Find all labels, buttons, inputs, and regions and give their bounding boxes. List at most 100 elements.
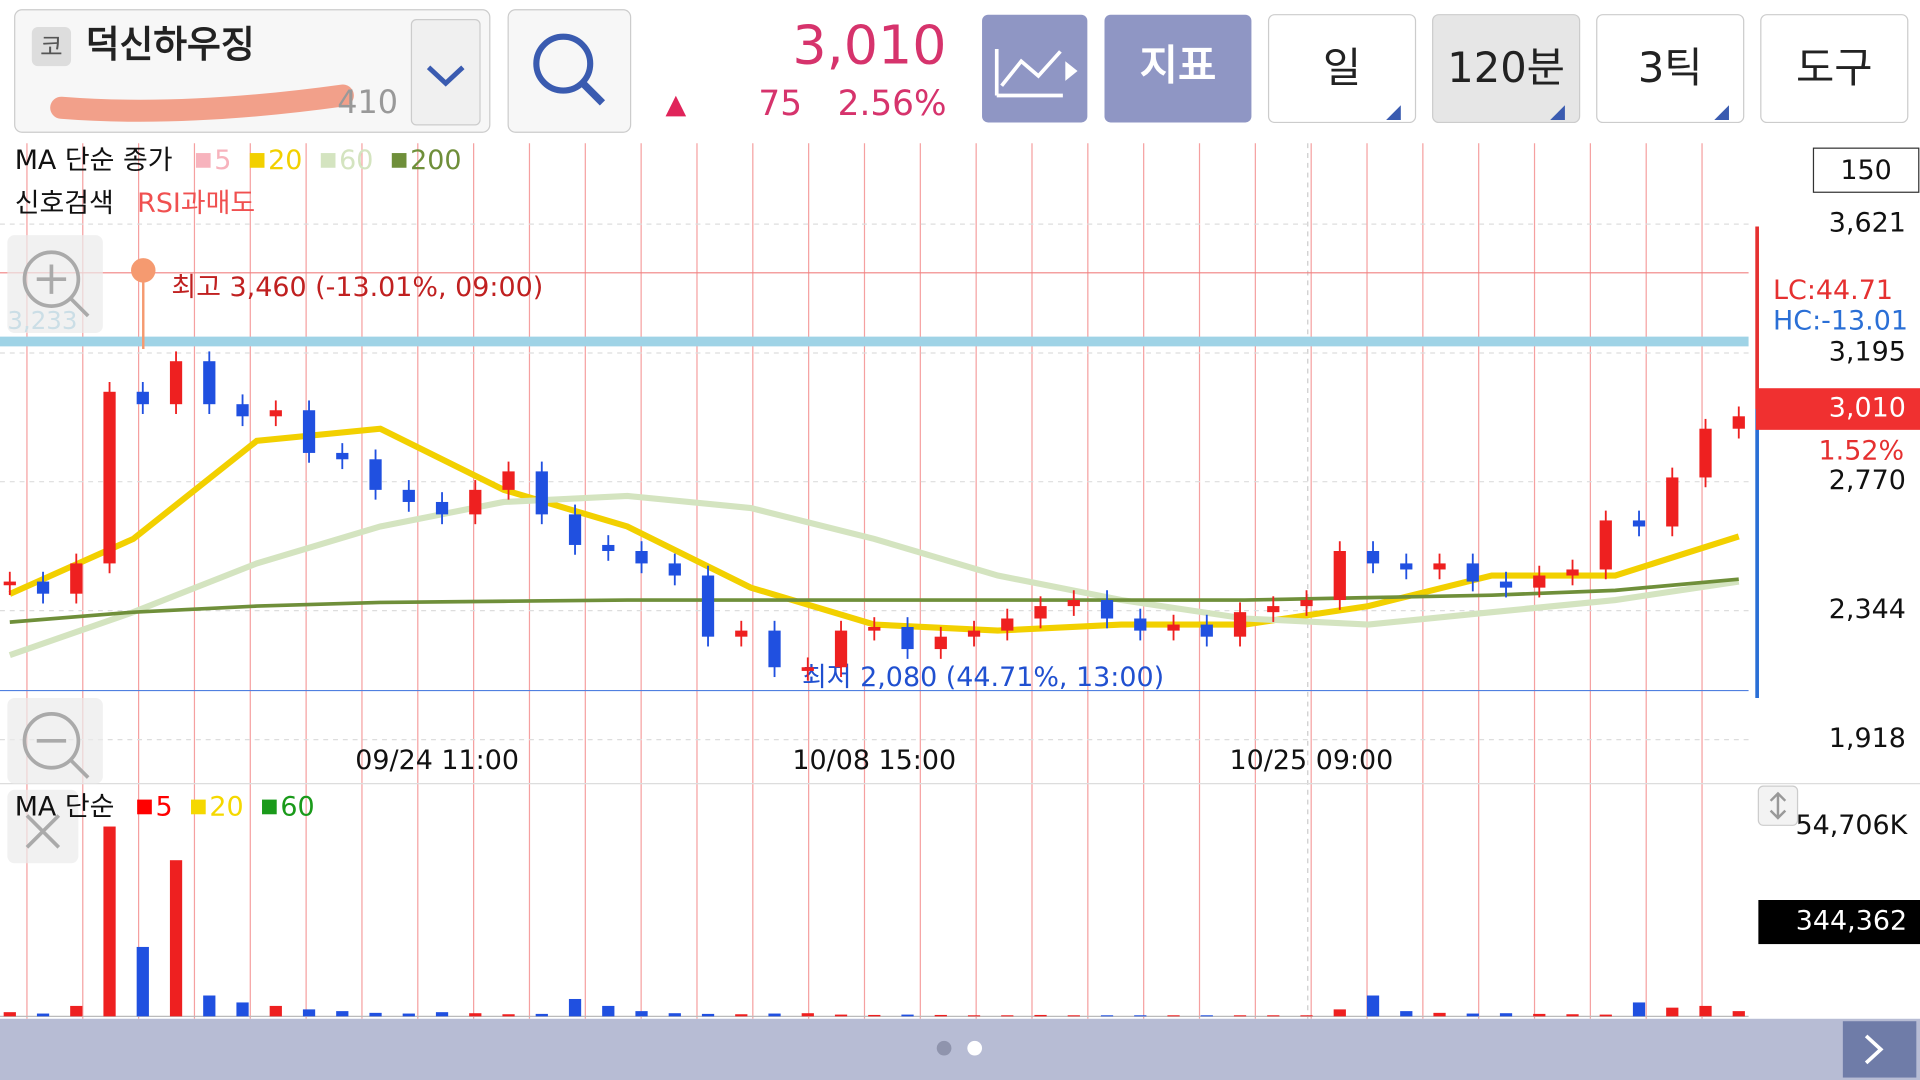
candle bbox=[1067, 600, 1080, 607]
legend-swatch bbox=[191, 799, 206, 815]
volume-bar bbox=[1167, 1015, 1180, 1017]
legend-label: 60 bbox=[280, 792, 314, 823]
legend-swatch bbox=[137, 799, 152, 815]
volume-bar bbox=[1599, 1014, 1612, 1017]
price: 3,010 bbox=[792, 14, 946, 77]
candle bbox=[1167, 624, 1180, 631]
candle bbox=[302, 410, 316, 453]
candle bbox=[801, 667, 814, 671]
candle bbox=[602, 544, 615, 552]
ma-line bbox=[8, 492, 1740, 659]
search-button[interactable] bbox=[507, 9, 632, 133]
y-tick-label: 1,918 bbox=[1829, 723, 1906, 754]
legend-swatch bbox=[320, 153, 336, 168]
legend-label: 20 bbox=[209, 792, 243, 823]
legend-swatch bbox=[391, 153, 407, 168]
volume-bar bbox=[967, 1015, 981, 1017]
candle bbox=[435, 501, 449, 515]
candle bbox=[136, 391, 149, 405]
zoom-in[interactable] bbox=[7, 235, 103, 334]
legend-label: 5 bbox=[156, 792, 173, 823]
candle bbox=[1433, 563, 1446, 570]
candle bbox=[1034, 606, 1047, 619]
dropdown[interactable] bbox=[410, 18, 481, 126]
legend-label: 5 bbox=[214, 145, 231, 176]
candle bbox=[834, 630, 848, 668]
candle bbox=[1699, 428, 1712, 478]
volume-bar bbox=[602, 1005, 615, 1017]
volume-bar bbox=[203, 995, 216, 1017]
toolbar-button[interactable] bbox=[1104, 14, 1252, 123]
volume-bar bbox=[801, 1013, 814, 1017]
toolbar-button[interactable] bbox=[1267, 14, 1417, 124]
candle bbox=[1333, 551, 1346, 601]
zoom-icon bbox=[36, 738, 90, 779]
legend-title: MA 단순 종가 bbox=[15, 145, 173, 176]
x-tick-label: 10/25 09:00 bbox=[1230, 745, 1394, 776]
volume-bar bbox=[701, 1013, 715, 1017]
volume-bar bbox=[1632, 1002, 1646, 1017]
search-icon bbox=[533, 33, 594, 94]
dropdown-corner bbox=[1386, 105, 1401, 120]
signal-name: RSI과매도 bbox=[137, 188, 255, 219]
badge bbox=[31, 26, 72, 67]
x-tick-label: 09/24 11:00 bbox=[355, 745, 519, 776]
candle bbox=[336, 452, 349, 460]
volume-bar bbox=[834, 1014, 848, 1017]
time-grid bbox=[26, 143, 1703, 1019]
volume-bar bbox=[1499, 1013, 1513, 1017]
volume-bar bbox=[735, 1014, 748, 1017]
current-price: 3,010 bbox=[1829, 393, 1906, 424]
volume-bar bbox=[1433, 1012, 1446, 1017]
current-volume: 344,362 bbox=[1796, 906, 1907, 937]
button-label: 일 bbox=[1323, 43, 1361, 92]
stock-name: 덕신하우징 bbox=[86, 23, 255, 66]
candle bbox=[1100, 600, 1114, 619]
volume-bar bbox=[1466, 1013, 1479, 1017]
candle bbox=[469, 489, 482, 515]
volume-bar bbox=[435, 1012, 449, 1017]
candle bbox=[768, 630, 781, 668]
candle bbox=[1666, 477, 1679, 527]
candle bbox=[1499, 581, 1513, 588]
candle bbox=[70, 563, 83, 594]
volume-bar bbox=[269, 1005, 282, 1017]
volume-bar bbox=[768, 1013, 781, 1017]
candle bbox=[868, 626, 881, 631]
volume-bar bbox=[70, 1005, 83, 1017]
volume-bar bbox=[302, 1009, 316, 1017]
button-label: 도구 bbox=[1796, 43, 1873, 92]
candle bbox=[901, 626, 914, 650]
volume-bar bbox=[901, 1014, 914, 1017]
candle bbox=[169, 361, 183, 405]
volume-bar bbox=[369, 1012, 382, 1017]
volume-bar bbox=[502, 1014, 515, 1017]
y-tick-label: 2,344 bbox=[1829, 594, 1906, 625]
redaction bbox=[50, 84, 354, 122]
volume-bar bbox=[568, 998, 582, 1017]
toolbar-button[interactable] bbox=[1596, 14, 1745, 124]
candle bbox=[369, 459, 382, 490]
count-box[interactable] bbox=[1812, 147, 1920, 193]
page-dot[interactable] bbox=[967, 1040, 983, 1056]
candle bbox=[236, 404, 249, 417]
change-pct: 2.56% bbox=[838, 84, 947, 124]
candle bbox=[1134, 618, 1147, 631]
y-tick-label: 3,195 bbox=[1829, 337, 1906, 368]
candle bbox=[568, 514, 582, 545]
current-pct: 1.52% bbox=[1819, 435, 1905, 466]
legend-label: 60 bbox=[339, 145, 373, 176]
toolbar-button[interactable] bbox=[1432, 14, 1581, 124]
toolbar-button[interactable] bbox=[1760, 14, 1909, 124]
volume-bar bbox=[236, 1002, 249, 1017]
button-label: 3틱 bbox=[1638, 43, 1703, 92]
close-pane[interactable] bbox=[7, 789, 79, 864]
candle bbox=[1466, 563, 1479, 582]
volume-bar bbox=[169, 860, 183, 1017]
candle bbox=[934, 636, 947, 650]
candle bbox=[36, 581, 50, 594]
candle bbox=[103, 391, 116, 564]
page-dot[interactable] bbox=[936, 1040, 952, 1056]
volume-bar bbox=[36, 1013, 50, 1017]
candle bbox=[269, 410, 282, 417]
